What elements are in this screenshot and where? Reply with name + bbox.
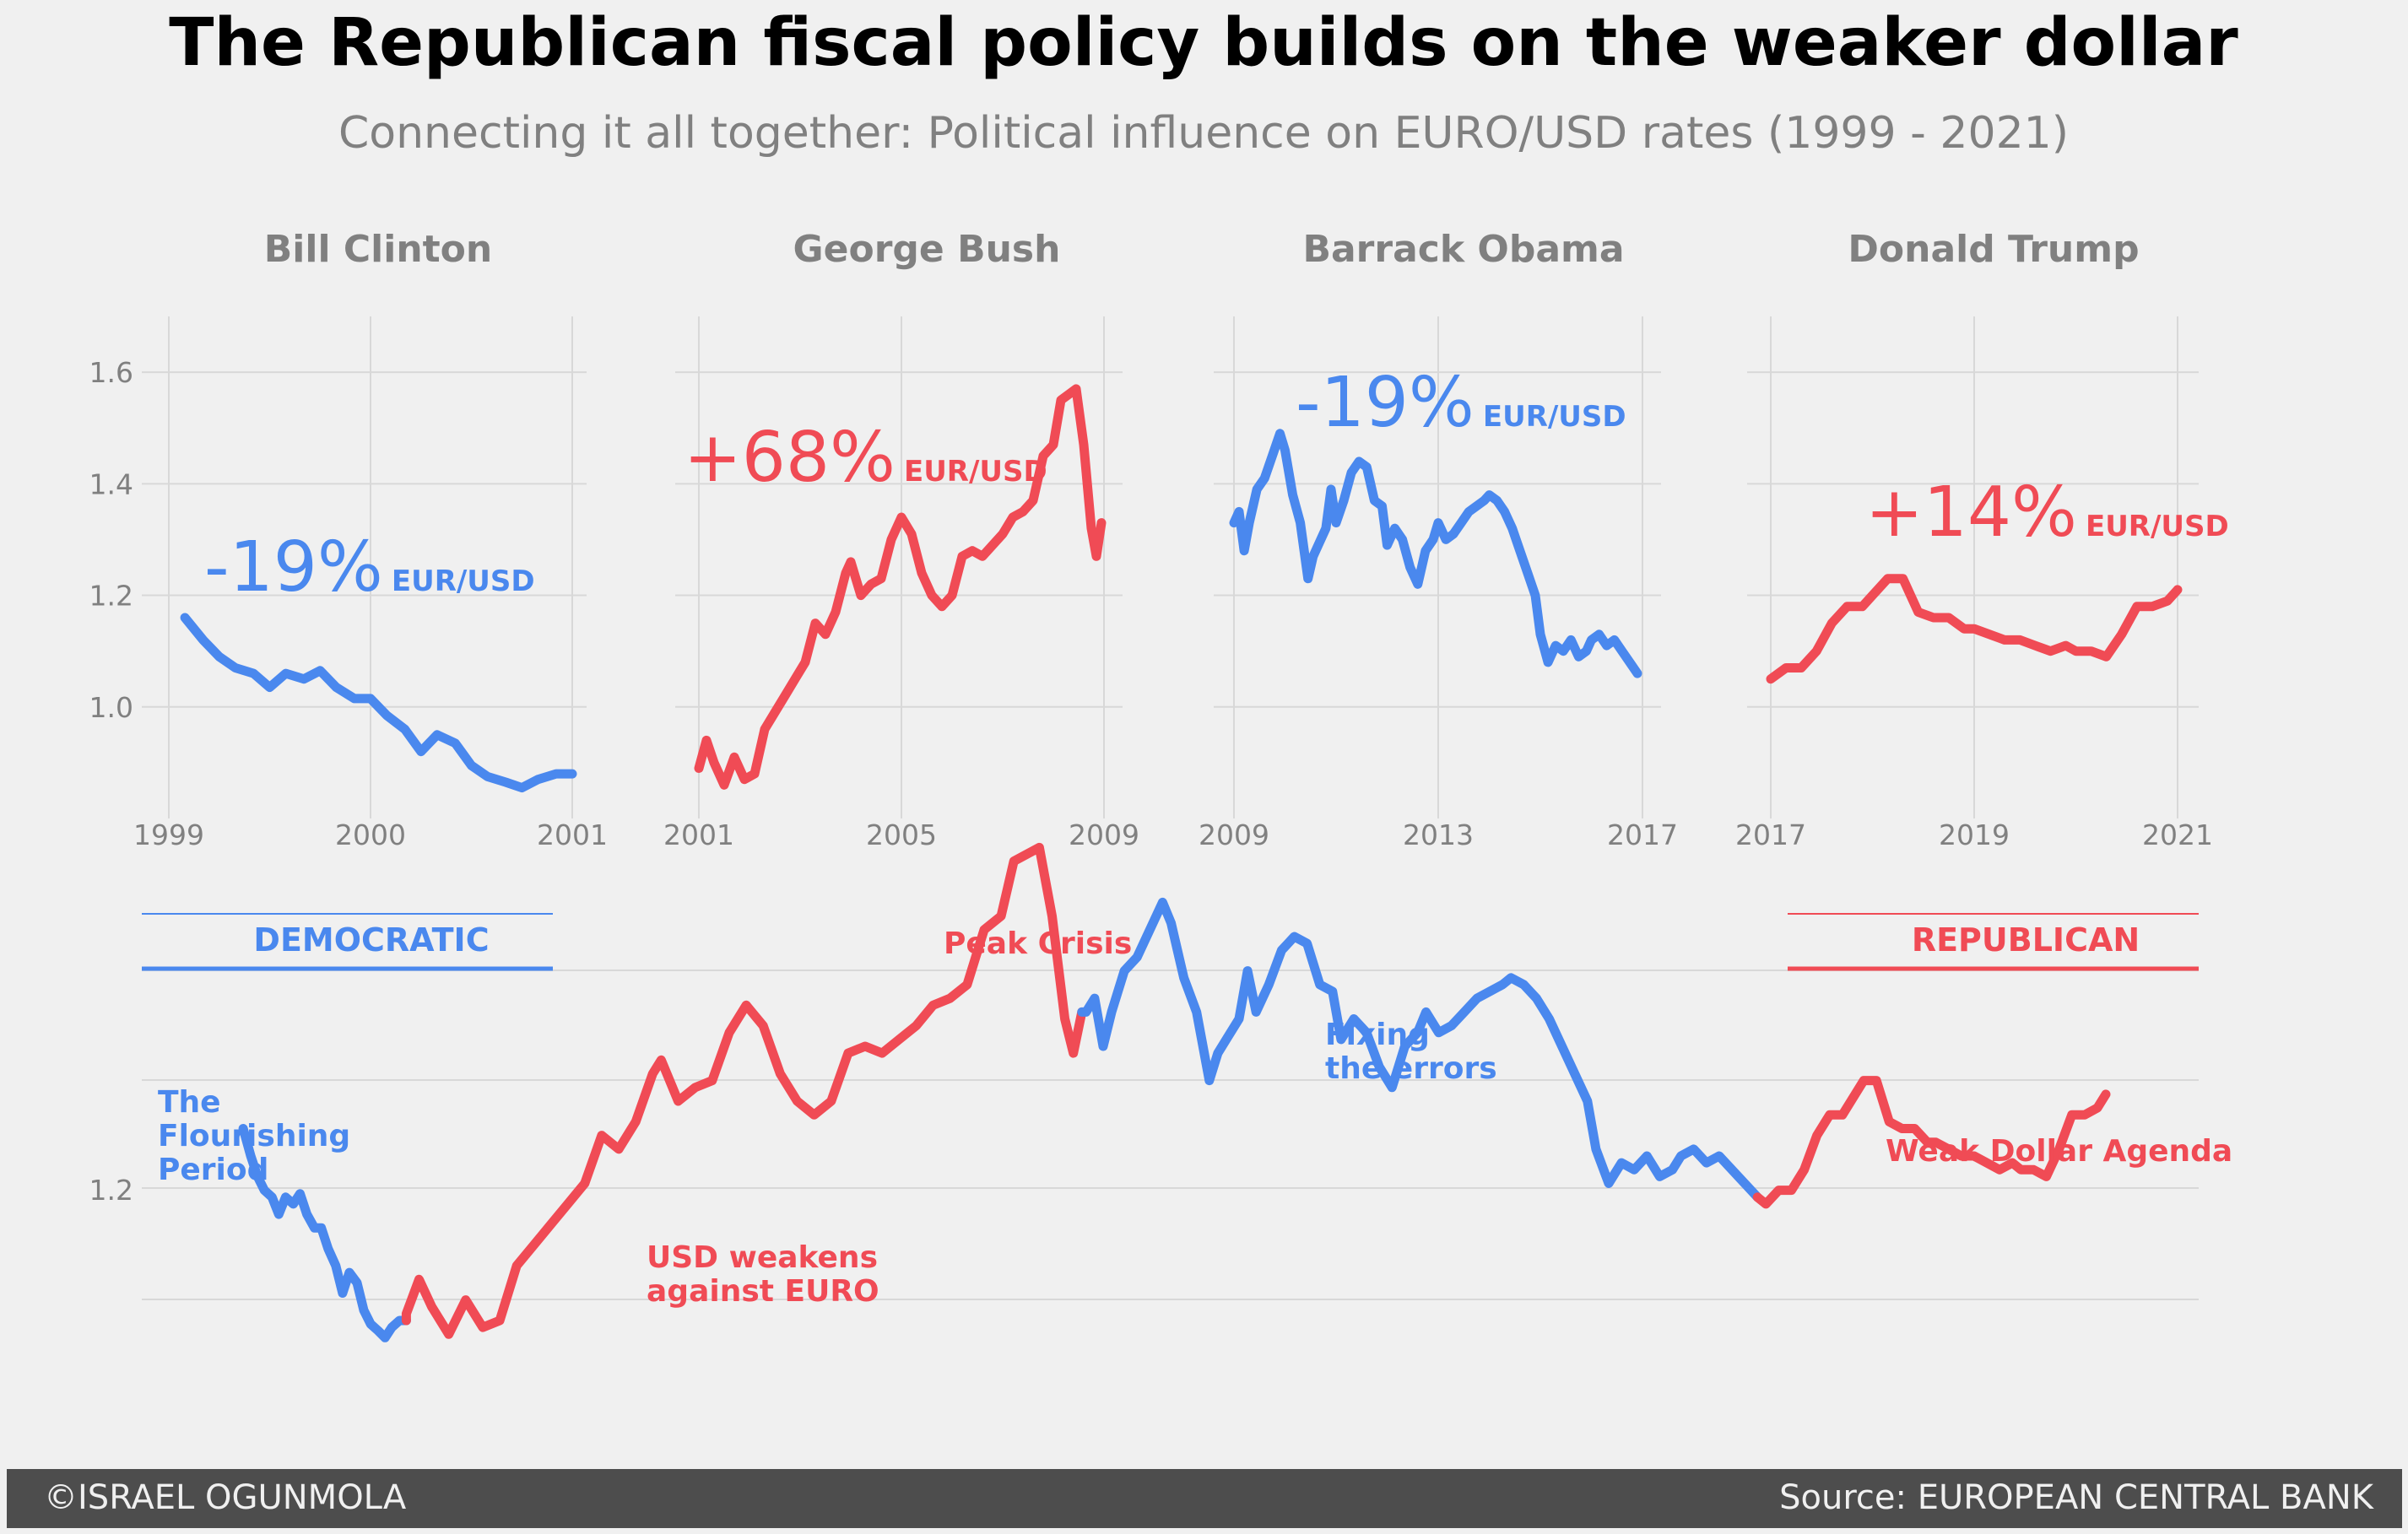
x-tick-label: 2009	[1199, 818, 1269, 851]
series-line	[1229, 429, 1642, 678]
y-tick-label: 1.2	[89, 1174, 133, 1207]
x-tick-label: 2000	[335, 818, 406, 851]
annotation-line: Weak Dollar Agenda	[1886, 1134, 2232, 1169]
rate-change-unit: EUR/USD	[392, 564, 535, 598]
y-tick-label: 1.4	[89, 467, 133, 500]
annotation-line: Peak Crisis	[944, 926, 1132, 961]
x-tick-label: 2017	[1607, 818, 1678, 851]
annotation-label: USD weakens against EURO	[647, 1240, 879, 1309]
annotation-line: Period	[158, 1153, 268, 1187]
y-tick-label: 1.0	[89, 691, 133, 724]
panels-group: Bill Clinton 1.0 1.2 1.4 1.6 1999 2000 2001 -19%…	[89, 228, 2229, 851]
chart-title: The Republican fiscal policy builds on t…	[169, 5, 2238, 81]
annotation-line: Flourishing	[158, 1119, 350, 1153]
annotation-label: Fixing the errors	[1325, 1018, 1497, 1086]
rate-change-value: -19%	[204, 527, 383, 608]
panel-3: Barrack Obama 2009 2013 2017 -19% EUR/USD	[1199, 228, 1678, 851]
rate-change-value: +14%	[1865, 473, 2077, 553]
x-tick-label: 2005	[866, 818, 937, 851]
x-tick-label: 2013	[1403, 818, 1474, 851]
rate-change-label: -19% EUR/USD	[204, 527, 535, 608]
rate-change-value: -19%	[1296, 363, 1475, 443]
rate-change-label: +14% EUR/USD	[1865, 473, 2229, 553]
rate-change-label: -19% EUR/USD	[1296, 363, 1626, 443]
legend-democratic: DEMOCRATIC	[253, 921, 489, 959]
annotation-label: Weak Dollar Agenda	[1886, 1134, 2232, 1169]
x-tick-label: 2009	[1069, 818, 1139, 851]
panel-title: Bill Clinton	[264, 228, 492, 271]
legend-republican: REPUBLICAN	[1912, 921, 2140, 959]
annotation-line: against EURO	[647, 1274, 879, 1309]
annotation-line: the errors	[1325, 1051, 1497, 1086]
panel-1: Bill Clinton 1.0 1.2 1.4 1.6 1999 2000 2001 -19%…	[89, 228, 608, 851]
annotation-line: The	[158, 1085, 221, 1120]
footer-bar: ©ISRAEL OGUNMOLA Source: EUROPEAN CENTRA…	[7, 1469, 2402, 1528]
rate-change-label: +68% EUR/USD	[684, 418, 1047, 498]
x-tick-label: 2001	[537, 818, 608, 851]
panel-2: George Bush 2001 2005 2009 +68% EUR/USD	[663, 228, 1139, 851]
timeline-series-line	[238, 1124, 411, 1342]
annotation-line: Fixing	[1325, 1018, 1430, 1052]
rate-change-value: +68%	[684, 418, 896, 498]
footer-credit: ©ISRAEL OGUNMOLA	[44, 1478, 407, 1517]
annotation-line: USD weakens	[647, 1240, 878, 1275]
series-line	[180, 613, 577, 793]
timeline-series-line	[1077, 897, 1762, 1202]
timeline-series-line	[1752, 1076, 2111, 1209]
timeline-series-line	[401, 842, 1087, 1339]
rate-change-unit: EUR/USD	[2086, 510, 2229, 543]
annotation-label: Peak Crisis	[944, 926, 1132, 961]
panel-title: Barrack Obama	[1302, 228, 1624, 271]
rate-change-unit: EUR/USD	[904, 455, 1047, 489]
annotation-label: The Flourishing Period	[158, 1085, 350, 1187]
y-tick-label: 1.6	[89, 356, 133, 389]
panel-title: Donald Trump	[1848, 228, 2139, 271]
chart-subtitle: Connecting it all together: Political in…	[338, 108, 2069, 159]
timeline-group: 1.2 DEMOCRATIC REPUBLICAN The Flourishing Per…	[89, 842, 2232, 1342]
x-tick-label: 2017	[1735, 818, 1806, 851]
panel-4: Donald Trump 2017 2019 2021 +14% EUR/USD	[1735, 228, 2229, 851]
series-line	[1766, 574, 2183, 684]
panel-title: George Bush	[793, 228, 1061, 271]
y-tick-label: 1.2	[89, 580, 133, 613]
footer-source: Source: EUROPEAN CENTRAL BANK	[1779, 1478, 2373, 1517]
x-tick-label: 2021	[2142, 818, 2213, 851]
series-line	[694, 384, 1107, 790]
x-tick-label: 1999	[133, 818, 204, 851]
rate-change-unit: EUR/USD	[1483, 400, 1626, 434]
x-tick-label: 2001	[663, 818, 734, 851]
x-tick-label: 2019	[1939, 818, 2010, 851]
